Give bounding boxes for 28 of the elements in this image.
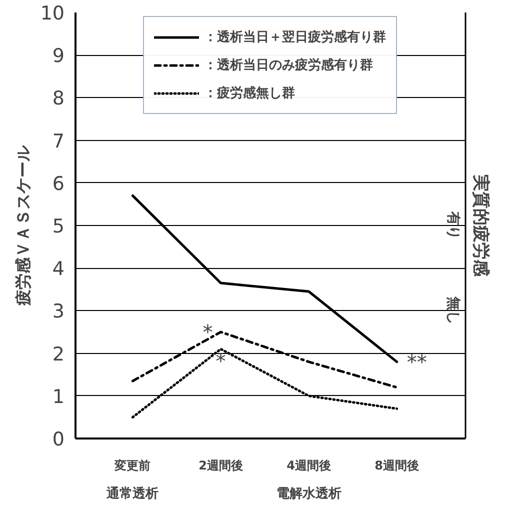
- y-axis-title: 疲労感ＶＡＳスケール: [13, 144, 32, 306]
- y-tick-label: 9: [52, 45, 65, 68]
- y-tick-label: 1: [52, 386, 65, 408]
- annotation: **: [406, 350, 427, 374]
- legend-label: ：透析当日のみ疲労感有り群: [204, 56, 373, 74]
- x-tick-label: 2週間後: [198, 458, 243, 472]
- annotation: *: [202, 320, 213, 344]
- legend-label: ：透析当日＋翌日疲労感有り群: [204, 28, 386, 46]
- y-tick-label: 10: [40, 2, 65, 24]
- x-tick-label: 4週間後: [286, 458, 331, 472]
- y-tick-label: 0: [52, 428, 65, 450]
- annotation: *: [216, 349, 226, 374]
- legend-label: ：疲労感無し群: [204, 84, 295, 102]
- text: 電解水透析: [276, 486, 342, 502]
- line-series: [131, 194, 398, 364]
- text: 通常透析: [106, 486, 159, 502]
- y-tick-label: 2: [52, 343, 65, 366]
- y2-axis-title: 実質的疲労感: [470, 174, 490, 278]
- x-tick-label: 変更前: [114, 458, 151, 472]
- y-tick-label: 7: [52, 130, 65, 152]
- y-tick-label: 5: [52, 216, 65, 238]
- y-tick-label: 4: [52, 258, 65, 280]
- annotation: 有り: [445, 210, 462, 240]
- y-tick-label: 6: [52, 172, 65, 195]
- y-tick-label: 8: [52, 88, 65, 110]
- x-tick-label: 8週間後: [374, 458, 420, 472]
- annotation: 無し: [445, 296, 462, 325]
- y-tick-label: 3: [52, 300, 65, 323]
